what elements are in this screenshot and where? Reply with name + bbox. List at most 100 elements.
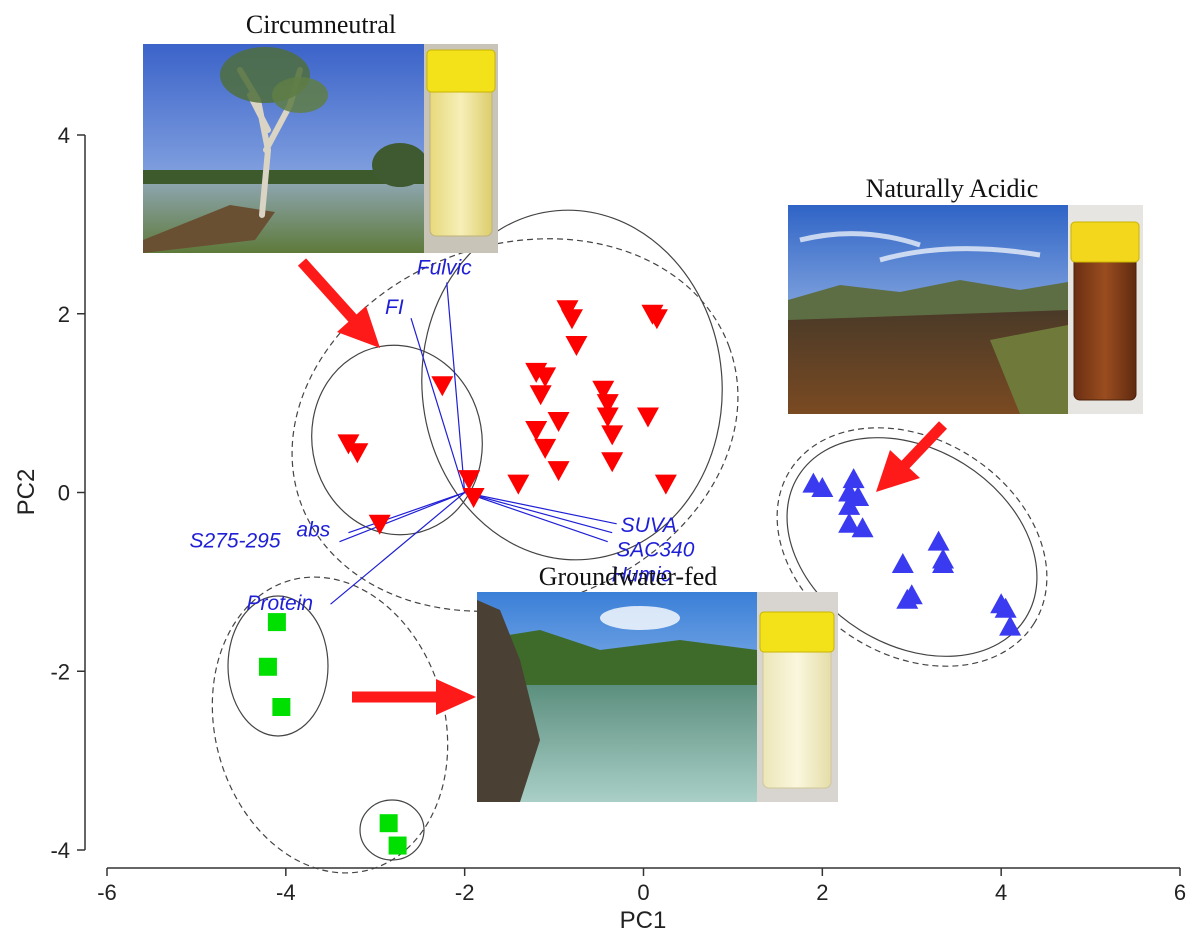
- x-tick-label: 0: [637, 880, 649, 905]
- groundwater-sub-ellipse-bottom: [359, 799, 425, 861]
- data-point: [458, 470, 481, 491]
- data-point: [534, 438, 557, 459]
- water-sample-vial-clear: [757, 592, 838, 802]
- groundwater-outer-ellipse: [211, 576, 449, 874]
- data-point: [431, 376, 454, 397]
- data-point: [601, 425, 624, 446]
- pointer-arrows: [297, 258, 947, 715]
- x-axis-title: PC1: [620, 907, 667, 934]
- loading-label: S275-295: [189, 530, 280, 553]
- data-point: [267, 613, 286, 632]
- x-tick-label: -6: [97, 880, 117, 905]
- loading-label: abs: [296, 519, 330, 542]
- axes: -6 -4 -2 0 2 4 6 -4 -2 0 2 4 PC1 PC2: [13, 123, 1186, 934]
- data-point: [507, 474, 530, 495]
- data-point: [462, 487, 485, 508]
- loading-vector-fi: [410, 318, 466, 493]
- data-point: [596, 407, 619, 428]
- data-point: [529, 385, 552, 406]
- y-tick-label: 4: [58, 123, 70, 148]
- loading-label: FI: [385, 296, 404, 319]
- data-point: [932, 553, 955, 573]
- data-point: [842, 468, 865, 489]
- circumneutral-photo-panel: Circumneutral: [143, 10, 498, 253]
- water-sample-vial-brown: [1068, 205, 1143, 414]
- x-tick-label: 6: [1174, 880, 1186, 905]
- loading-vector-s275-295: [339, 491, 465, 543]
- data-point: [560, 309, 583, 330]
- x-ticks: -6 -4 -2 0 2 4 6: [97, 868, 1186, 905]
- loading-vector-humic: [464, 491, 608, 543]
- data-point: [534, 367, 557, 388]
- data-point: [811, 477, 834, 498]
- data-point: [547, 461, 570, 482]
- data-point: [927, 530, 950, 551]
- groundwater-arrow: [352, 679, 476, 715]
- data-point: [565, 336, 588, 357]
- data-point: [838, 512, 861, 533]
- data-point: [896, 588, 919, 609]
- circumneutral-sub-ellipse-right: [421, 209, 723, 561]
- circumneutral-label: Circumneutral: [246, 10, 396, 39]
- series-naturally-acidic: [802, 468, 1022, 636]
- loading-label: Protein: [247, 592, 314, 615]
- loading-vector-abs: [348, 491, 465, 534]
- data-point: [601, 452, 624, 473]
- x-tick-label: -4: [276, 880, 296, 905]
- y-tick-label: -2: [50, 659, 70, 684]
- data-point: [645, 309, 668, 330]
- groundwater-photo-panel: Groundwater-fed: [477, 562, 838, 802]
- data-point: [596, 394, 619, 415]
- y-tick-label: 2: [58, 302, 70, 327]
- loading-vector-sac340: [464, 491, 613, 534]
- loading-vector-fulvic: [446, 282, 466, 493]
- data-point: [999, 615, 1022, 636]
- acidic-label: Naturally Acidic: [866, 174, 1039, 203]
- loading-label: SUVA: [621, 514, 677, 537]
- data-point: [368, 514, 391, 535]
- highland-stream-photo: [788, 205, 1068, 414]
- data-point: [847, 485, 870, 506]
- data-point: [525, 420, 548, 441]
- loading-vector-protein: [330, 492, 466, 605]
- series-circumneutral: [337, 300, 677, 535]
- y-axis-title: PC2: [13, 469, 40, 516]
- acidic-arrow: [876, 421, 947, 492]
- acidic-inner-ellipse: [786, 437, 1038, 657]
- data-point: [851, 517, 874, 538]
- circumneutral-sub-ellipse-left: [311, 344, 483, 536]
- data-point: [272, 698, 291, 716]
- acidic-photo-panel: Naturally Acidic: [788, 174, 1143, 414]
- data-point: [547, 412, 570, 432]
- circumneutral-arrow: [297, 258, 380, 348]
- data-point: [891, 553, 914, 573]
- data-point: [838, 494, 861, 515]
- loading-label: Humic: [612, 564, 672, 587]
- data-point: [379, 814, 398, 833]
- data-point: [346, 443, 369, 464]
- y-tick-label: -4: [50, 838, 70, 863]
- data-point: [388, 836, 407, 855]
- data-point: [258, 657, 277, 676]
- data-point: [636, 407, 659, 428]
- loading-label: Fulvic: [417, 256, 472, 279]
- data-points: [258, 300, 1022, 855]
- loading-label: SAC340: [616, 539, 695, 562]
- x-tick-label: 4: [995, 880, 1007, 905]
- groundwater-sub-ellipse-top: [227, 595, 329, 737]
- data-point: [994, 597, 1017, 618]
- groundwater-label: Groundwater-fed: [539, 562, 718, 591]
- water-sample-vial-pale: [424, 44, 498, 253]
- x-tick-label: 2: [816, 880, 828, 905]
- y-tick-label: 0: [58, 481, 70, 506]
- acidic-outer-ellipse: [776, 427, 1048, 667]
- x-tick-label: -2: [455, 880, 475, 905]
- series-groundwater-fed: [258, 613, 407, 855]
- data-point: [654, 474, 677, 495]
- y-ticks: -4 -2 0 2 4: [50, 123, 85, 863]
- lake-with-tree-photo: [143, 44, 428, 253]
- data-point: [592, 380, 615, 401]
- loading-vector-suva: [464, 491, 617, 525]
